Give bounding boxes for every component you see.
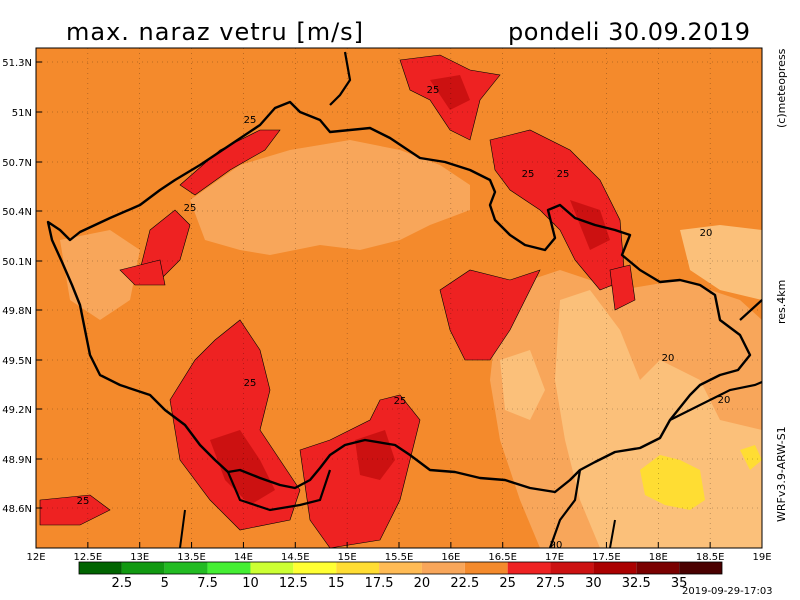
- legend-label: 25: [499, 576, 516, 591]
- border-slovakia: [548, 380, 763, 549]
- lon-label: 16E: [441, 552, 460, 563]
- lat-label: 49.2N: [2, 405, 32, 416]
- legend-label: 27.5: [536, 576, 565, 591]
- lon-label: 14E: [234, 552, 253, 563]
- legend-label: 12.5: [279, 576, 308, 591]
- lat-label: 51N: [12, 108, 32, 119]
- lon-label: 12E: [26, 552, 45, 563]
- field-zone-20-northeast: [680, 225, 762, 300]
- legend-swatch: [507, 562, 551, 574]
- lat-label: 50.4N: [2, 207, 32, 218]
- border-czech-republic: [46, 100, 752, 494]
- lon-label: 17E: [545, 552, 564, 563]
- model-label: WRFv3.9-ARW-S1: [775, 426, 788, 522]
- field-zone-25-northeast: [489, 129, 626, 291]
- lat-label: 50.1N: [2, 257, 32, 268]
- contour-label: 25: [557, 169, 570, 180]
- legend-swatch: [379, 562, 422, 574]
- contour-label: 25: [244, 115, 257, 126]
- field-zone-27-5-a: [210, 430, 275, 505]
- contour-label: 20: [700, 228, 713, 239]
- legend-swatch: [464, 562, 508, 574]
- contour-label: 25: [394, 396, 407, 407]
- contour-label: 20: [718, 395, 731, 406]
- legend-swatch: [121, 562, 165, 574]
- contour-label: 20: [662, 353, 675, 364]
- field-zone-25-southwest-edge: [39, 494, 111, 526]
- lon-label: 19E: [752, 552, 771, 563]
- legend-swatch: [421, 562, 465, 574]
- border-poland-germany: [329, 51, 763, 321]
- lat-label: 48.9N: [2, 455, 32, 466]
- lat-label: 51.3N: [2, 58, 32, 69]
- legend-label: 10: [242, 576, 259, 591]
- legend-label: 20: [414, 576, 431, 591]
- legend-label: 5: [161, 576, 169, 591]
- contour-label: 20: [550, 540, 563, 551]
- legend-swatch: [679, 562, 722, 574]
- lat-label: 49.5N: [2, 356, 32, 367]
- copyright-label: (c)meteopress: [775, 48, 788, 128]
- legend-swatch: [207, 562, 251, 574]
- contour-label: 25: [522, 169, 535, 180]
- field-zone-25-west2: [119, 259, 166, 286]
- field-zone-light-west: [60, 230, 140, 320]
- field-zone-20-south: [500, 350, 545, 420]
- lon-label: 13E: [130, 552, 149, 563]
- lon-label: 15.5E: [385, 552, 414, 563]
- legend-label: 32.5: [622, 576, 651, 591]
- legend-swatch: [250, 562, 294, 574]
- legend-swatch: [636, 562, 680, 574]
- legend-swatch: [293, 562, 337, 574]
- lon-label: 18.5E: [696, 552, 725, 563]
- legend-label: 17.5: [365, 576, 394, 591]
- legend-label: 30: [585, 576, 602, 591]
- field-zone-17-5-small: [740, 445, 762, 470]
- contour-label: 25: [427, 85, 440, 96]
- lon-label: 13.5E: [177, 552, 206, 563]
- legend-swatch: [550, 562, 594, 574]
- contour-label: 25: [77, 496, 90, 507]
- legend-label: 7.5: [197, 576, 218, 591]
- legend-label: 22.5: [450, 576, 479, 591]
- field-zone-25-center-east: [439, 269, 541, 361]
- lat-label: 49.8N: [2, 306, 32, 317]
- field-zone-light-center: [190, 140, 470, 255]
- legend-label: 35: [671, 576, 688, 591]
- field-zone-25-east: [609, 264, 636, 311]
- resolution-label: res.4km: [775, 279, 788, 324]
- lat-label: 48.6N: [2, 504, 32, 515]
- field-zone-27-5-c: [430, 75, 470, 110]
- legend-swatch: [593, 562, 637, 574]
- lon-label: 15E: [338, 552, 357, 563]
- border-southwest: [179, 509, 616, 549]
- contour-label: 25: [184, 203, 197, 214]
- border-austria: [226, 469, 332, 512]
- lon-label: 18E: [649, 552, 668, 563]
- lon-label: 16.5E: [488, 552, 517, 563]
- field-zone-17-5: [640, 455, 705, 510]
- legend-label: 2.5: [112, 576, 133, 591]
- lat-label: 50.7N: [2, 158, 32, 169]
- legend-swatch: [164, 562, 208, 574]
- legend-swatch: [79, 562, 122, 574]
- lon-label: 12.5E: [74, 552, 103, 563]
- legend-frame: [78, 561, 723, 575]
- legend-label: 15: [328, 576, 345, 591]
- timestamp: 2019-09-29-17:03: [682, 586, 773, 597]
- contour-label: 25: [244, 378, 257, 389]
- lon-label: 17.5E: [592, 552, 621, 563]
- map-title: max. naraz vetru [m/s]: [66, 18, 365, 46]
- legend-swatch: [336, 562, 380, 574]
- field-zone-27-5-d: [570, 200, 610, 250]
- map-date: pondeli 30.09.2019: [508, 18, 751, 46]
- lon-label: 14.5E: [281, 552, 310, 563]
